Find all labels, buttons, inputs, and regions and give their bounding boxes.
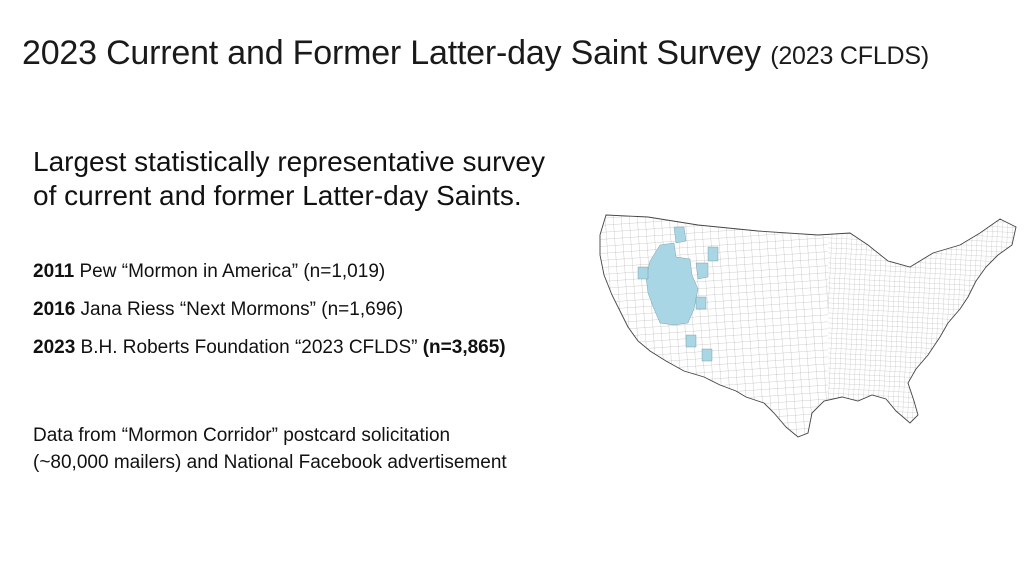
study-text: B.H. Roberts Foundation “2023 CFLDS”: [75, 337, 423, 358]
title-abbreviation: (2023 CFLDS): [770, 42, 929, 70]
study-year: 2016: [33, 299, 76, 320]
note-line-2: (~80,000 mailers) and National Facebook …: [33, 452, 507, 473]
study-text: Pew “Mormon in America” (n=1,019): [74, 261, 386, 282]
us-county-map: [588, 205, 1020, 455]
slide-title: 2023 Current and Former Latter-day Saint…: [22, 34, 929, 73]
study-item-2023: 2023 B.H. Roberts Foundation “2023 CFLDS…: [33, 338, 613, 358]
mormon-corridor-counties: [637, 226, 719, 362]
study-item-2011: 2011 Pew “Mormon in America” (n=1,019): [33, 262, 613, 282]
study-text: Jana Riess “Next Mormons” (n=1,696): [75, 299, 404, 320]
note-line-1: Data from “Mormon Corridor” postcard sol…: [33, 425, 451, 446]
us-county-map-graphic: [599, 214, 1017, 438]
headline: Largest statistically representative sur…: [33, 145, 633, 213]
study-year: 2023: [33, 337, 76, 358]
headline-line-1: Largest statistically representative sur…: [33, 146, 545, 177]
title-main: 2023 Current and Former Latter-day Saint…: [22, 34, 761, 72]
headline-line-2: of current and former Latter-day Saints.: [33, 180, 522, 211]
data-source-note: Data from “Mormon Corridor” postcard sol…: [33, 422, 633, 476]
study-list: 2011 Pew “Mormon in America” (n=1,019) 2…: [33, 262, 613, 376]
study-year: 2011: [33, 261, 75, 282]
study-item-2016: 2016 Jana Riess “Next Mormons” (n=1,696): [33, 300, 613, 320]
county-grid: [600, 215, 1016, 437]
study-sample-size: (n=3,865): [422, 337, 506, 358]
